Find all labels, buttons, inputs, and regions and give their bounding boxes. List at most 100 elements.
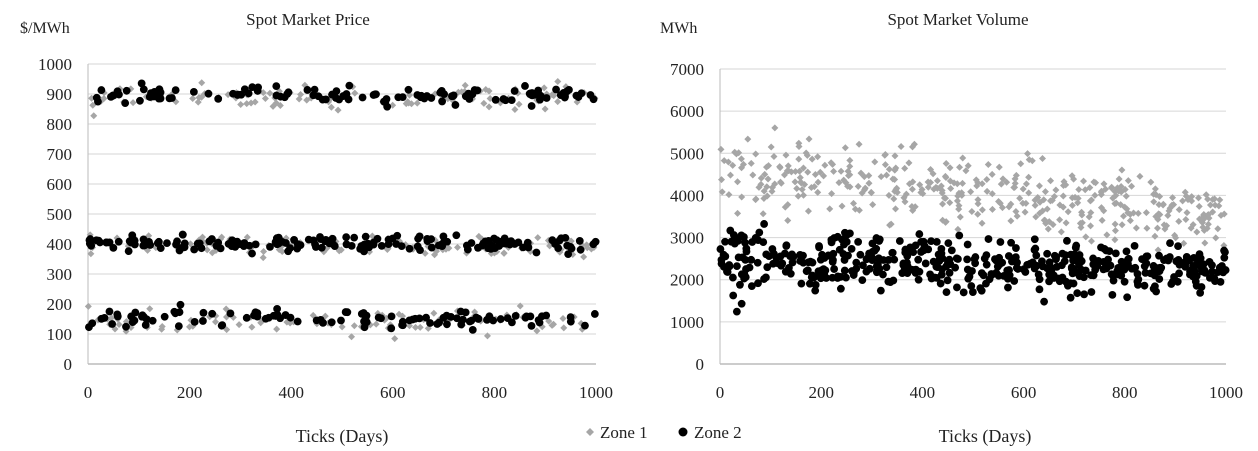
volume-point-zone2: [1107, 270, 1116, 279]
volume-point-zone1: [791, 168, 799, 176]
price-point-zone1: [413, 99, 421, 107]
price-point-zone1: [580, 253, 588, 261]
volume-point-zone1: [1081, 186, 1089, 194]
price-point-zone1: [243, 233, 251, 241]
price-y-tick-labels: 0 100 200 300 400 500 600 700 800 900 1000: [38, 55, 72, 374]
volume-point-zone1: [916, 181, 924, 189]
volume-point-zone1: [1124, 177, 1132, 185]
volume-point-zone1: [1042, 219, 1050, 227]
volume-point-zone2: [879, 256, 888, 264]
price-point-zone2: [253, 87, 262, 95]
volume-point-zone1: [909, 207, 917, 215]
volume-point-zone1: [1087, 237, 1095, 245]
volume-point-zone1: [734, 178, 742, 186]
volume-point-zone1: [1049, 221, 1057, 229]
volume-point-zone2: [759, 238, 768, 247]
price-point-zone2: [438, 242, 447, 251]
volume-point-zone2: [865, 249, 873, 258]
price-point-zone2: [393, 231, 402, 240]
price-point-zone2: [330, 242, 339, 250]
volume-point-zone1: [978, 180, 986, 188]
volume-point-zone2: [1157, 263, 1166, 272]
volume-point-zone1: [1003, 178, 1011, 186]
volume-point-zone2: [1004, 283, 1012, 292]
volume-point-zone1: [964, 162, 972, 170]
volume-point-zone1: [861, 186, 869, 194]
price-point-zone1: [90, 112, 98, 120]
price-point-zone2: [237, 90, 246, 99]
volume-point-zone1: [1032, 213, 1040, 221]
volume-point-zone1: [759, 210, 767, 218]
price-data-points: [84, 77, 600, 343]
volume-point-zone1: [1057, 228, 1065, 236]
volume-point-zone2: [1012, 244, 1020, 252]
volume-point-zone1: [1044, 225, 1052, 233]
volume-point-zone2: [836, 284, 845, 293]
volume-point-zone1: [917, 189, 925, 197]
price-point-zone2: [369, 240, 378, 249]
volume-point-zone1: [799, 164, 807, 172]
price-point-zone2: [109, 243, 118, 252]
volume-point-zone2: [1195, 253, 1204, 262]
volume-point-zone1: [901, 164, 909, 172]
price-point-zone1: [337, 246, 345, 254]
price-point-zone1: [485, 103, 493, 111]
volume-point-zone1: [757, 174, 765, 182]
price-point-zone1: [554, 77, 562, 85]
volume-point-zone1: [1025, 173, 1033, 181]
volume-point-zone1: [1151, 185, 1159, 193]
price-point-zone2: [479, 239, 488, 248]
volume-point-zone1: [826, 205, 834, 213]
price-point-zone2: [453, 314, 461, 323]
volume-point-zone2: [1123, 293, 1132, 302]
volume-point-zone1: [1059, 192, 1067, 200]
volume-point-zone1: [997, 180, 1005, 188]
volume-point-zone1: [984, 160, 992, 168]
price-point-zone2: [160, 312, 169, 321]
volume-point-zone2: [1030, 245, 1039, 254]
price-point-zone2: [356, 244, 365, 253]
price-point-zone2: [218, 321, 227, 329]
volume-point-zone1: [1170, 201, 1178, 209]
volume-point-zone1: [1132, 224, 1140, 232]
price-point-zone2: [264, 313, 273, 322]
price-point-zone2: [408, 315, 417, 324]
price-point-zone2: [190, 245, 199, 254]
volume-point-zone2: [814, 267, 823, 276]
volume-point-zone1: [1155, 201, 1163, 209]
price-point-zone2: [542, 311, 551, 320]
volume-point-zone2: [868, 256, 877, 264]
volume-point-zone1: [770, 152, 778, 160]
price-point-zone2: [426, 319, 434, 327]
volume-point-zone1: [805, 135, 813, 143]
price-point-zone1: [398, 312, 406, 320]
price-point-zone1: [391, 335, 399, 343]
volume-chart-title: Spot Market Volume: [887, 10, 1028, 29]
volume-point-zone1: [1195, 202, 1203, 210]
volume-point-zone1: [1115, 187, 1123, 195]
price-point-zone2: [577, 89, 586, 98]
volume-point-zone2: [847, 244, 856, 253]
volume-point-zone2: [876, 286, 885, 295]
price-point-zone2: [96, 238, 104, 247]
price-point-zone2: [447, 313, 455, 321]
volume-point-zone2: [796, 257, 805, 265]
volume-point-zone2: [773, 259, 782, 268]
legend-zone1-marker: [586, 428, 594, 436]
volume-point-zone1: [891, 187, 899, 195]
volume-point-zone1: [996, 199, 1004, 207]
volume-point-zone1: [891, 166, 899, 174]
volume-point-zone1: [1147, 178, 1155, 186]
price-point-zone2: [199, 317, 207, 325]
price-point-zone1: [454, 243, 462, 251]
price-point-zone1: [235, 321, 243, 329]
price-point-zone1: [461, 81, 469, 89]
volume-point-zone2: [899, 259, 908, 268]
volume-point-zone2: [716, 245, 725, 253]
price-point-zone1: [259, 254, 267, 262]
volume-point-zone2: [1108, 290, 1117, 299]
price-point-zone1: [541, 105, 549, 113]
volume-point-zone2: [914, 275, 923, 284]
price-point-zone1: [115, 320, 123, 328]
price-point-zone2: [384, 235, 393, 244]
